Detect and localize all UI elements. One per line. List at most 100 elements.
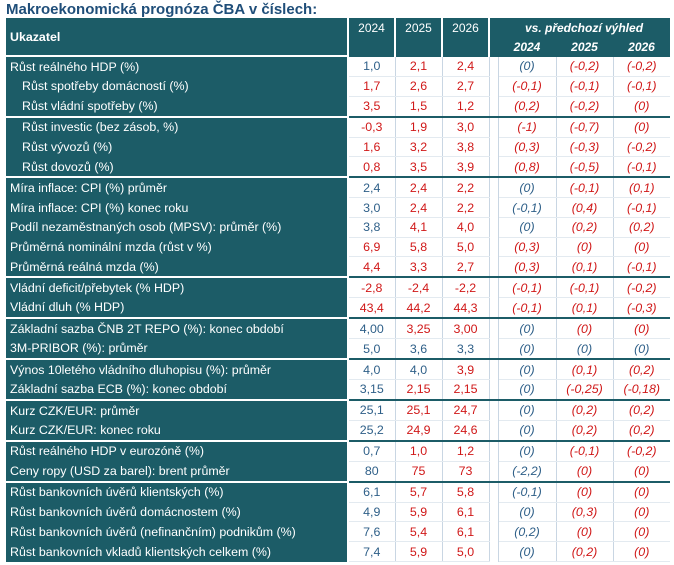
forecast-value-2024: 5,0	[348, 338, 396, 360]
change-value-2025: (0,3)	[556, 502, 614, 523]
row-label: Základní sazba ČNB 2T REPO (%): konec ob…	[6, 317, 349, 339]
change-value-2024: (0)	[498, 541, 557, 562]
change-value-2025: (0)	[556, 317, 614, 340]
forecast-value-2026: 2,7	[442, 76, 490, 97]
change-value-2024: (0,2)	[498, 96, 557, 118]
forecast-value-2025: 5,9	[395, 541, 443, 562]
change-value-2024: (0,2)	[498, 521, 557, 543]
forecast-value-2024: 0,8	[348, 156, 396, 178]
column-gap	[489, 276, 499, 298]
change-value-2024: (0,3)	[498, 137, 557, 158]
column-gap	[489, 256, 499, 278]
row-label: Růst vývozů (%)	[6, 137, 349, 157]
forecast-value-2026: 24,7	[442, 398, 490, 421]
change-value-2026: (0)	[613, 96, 671, 118]
table-row: Kurz CZK/EUR: průměr 25,1 25,1 24,7 (0) (0,2)…	[6, 398, 671, 421]
table-row: Ceny ropy (USD za barel): brent průměr 80…	[6, 461, 671, 483]
forecast-value-2024: 0,7	[348, 439, 396, 462]
row-label: Vládní deficit/přebytek (% HDP)	[6, 276, 349, 298]
column-gap	[489, 461, 499, 482]
table-row: Podíl nezaměstnaných osob (MPSV): průměr…	[6, 217, 671, 238]
forecast-value-2026: 1,2	[442, 96, 490, 118]
forecast-value-2026: 5,8	[442, 480, 490, 503]
row-label: Růst reálného HDP v eurozóně (%)	[6, 439, 349, 462]
forecast-value-2025: 44,2	[395, 297, 443, 319]
column-gap	[489, 338, 499, 360]
row-label: Růst investic (bez zásob, %)	[6, 115, 349, 138]
row-label: Růst vládní spotřeby (%)	[6, 96, 349, 117]
table-row: Míra inflace: CPI (%) konec roku 3,0 2,4 2,…	[6, 197, 671, 218]
change-value-2024: (0)	[498, 420, 557, 442]
forecast-value-2025: 2,1	[395, 54, 443, 77]
forecast-value-2026: 2,4	[442, 54, 490, 77]
forecast-value-2024: 6,9	[348, 237, 396, 258]
forecast-value-2024: 1,7	[348, 76, 396, 97]
table-row: Růst reálného HDP (%) 1,0 2,1 2,4 (0) (-0,2)(…	[6, 54, 671, 77]
change-value-2025: (0)	[556, 338, 614, 360]
column-gap	[489, 197, 499, 218]
change-value-2026: (0)	[613, 237, 671, 258]
row-label: Výnos 10letého vládního dluhopisu (%): p…	[6, 358, 349, 380]
table-row: Růst bankovních úvěrů (nefinančním) podn…	[6, 521, 671, 543]
forecast-value-2026: 3,9	[442, 358, 490, 380]
change-value-2024: (-0,1)	[498, 480, 557, 503]
vs-year-header-2024: 2024	[498, 38, 556, 56]
column-gap	[489, 358, 499, 380]
forecast-value-2025: 5,8	[395, 237, 443, 258]
change-value-2026: (-0,18)	[613, 379, 671, 401]
change-value-2026: (-0,2)	[613, 54, 671, 77]
forecast-value-2024: 2,4	[348, 176, 396, 199]
column-gap	[489, 398, 499, 421]
change-value-2025: (-0,7)	[556, 115, 614, 138]
forecast-value-2024: 4,9	[348, 502, 396, 523]
year-header-2026: 2026	[442, 18, 490, 56]
change-value-2025: (0,2)	[556, 420, 614, 442]
forecast-value-2024: 3,15	[348, 379, 396, 401]
change-value-2026: (0,1)	[613, 176, 671, 199]
forecast-value-2025: 4,1	[395, 217, 443, 238]
forecast-table: Ukazatel 2024 2025 2026 vs. předchozí vý…	[6, 18, 671, 562]
change-value-2024: (0,3)	[498, 256, 557, 278]
row-label: Kurz CZK/EUR: konec roku	[6, 420, 349, 441]
forecast-value-2026: 5,0	[442, 541, 490, 562]
change-value-2026: (-0,1)	[613, 156, 671, 178]
change-value-2024: (0)	[498, 358, 557, 380]
forecast-value-2026: 2,7	[442, 256, 490, 278]
change-value-2025: (0)	[556, 521, 614, 543]
forecast-value-2025: 3,25	[395, 317, 443, 340]
change-value-2025: (-0,1)	[556, 176, 614, 199]
forecast-value-2025: 1,0	[395, 439, 443, 462]
change-value-2024: (0)	[498, 317, 557, 340]
forecast-value-2024: 7,4	[348, 541, 396, 562]
column-gap	[489, 76, 499, 97]
row-label: Růst spotřeby domácností (%)	[6, 76, 349, 97]
change-value-2025: (-0,1)	[556, 439, 614, 462]
indicator-header: Ukazatel	[6, 18, 349, 56]
header-gap	[489, 18, 498, 56]
column-gap	[489, 297, 499, 319]
change-value-2026: (-0,1)	[613, 197, 671, 218]
forecast-value-2024: 25,1	[348, 398, 396, 421]
change-value-2024: (-1)	[498, 115, 557, 138]
table-row: 3M-PRIBOR (%): průměr 5,0 3,6 3,3 (0) (0) (0)	[6, 338, 671, 360]
forecast-value-2025: 3,3	[395, 256, 443, 278]
table-row: Růst dovozů (%) 0,8 3,5 3,9 (0,8) (-0,5) (-0,1…	[6, 156, 671, 178]
forecast-value-2026: -2,2	[442, 276, 490, 299]
column-gap	[489, 502, 499, 522]
table-row: Výnos 10letého vládního dluhopisu (%): p…	[6, 358, 671, 380]
table-row: Růst spotřeby domácností (%) 1,7 2,6 2,7 (-0…	[6, 76, 671, 97]
column-gap	[489, 217, 499, 238]
change-value-2025: (0,4)	[556, 197, 614, 218]
table-row: Základní sazba ECB (%): konec období 3,15…	[6, 379, 671, 401]
forecast-value-2024: 4,4	[348, 256, 396, 278]
forecast-value-2025: 25,1	[395, 398, 443, 421]
change-value-2026: (0,2)	[613, 420, 671, 442]
forecast-value-2026: 5,0	[442, 237, 490, 258]
forecast-value-2026: 44,3	[442, 297, 490, 319]
row-label: Vládní dluh (% HDP)	[6, 297, 349, 319]
change-value-2026: (-0,2)	[613, 137, 671, 158]
forecast-value-2024: 3,8	[348, 217, 396, 238]
change-value-2025: (0,1)	[556, 358, 614, 380]
change-value-2026: (-0,3)	[613, 297, 671, 319]
change-value-2026: (-0,2)	[613, 276, 671, 299]
